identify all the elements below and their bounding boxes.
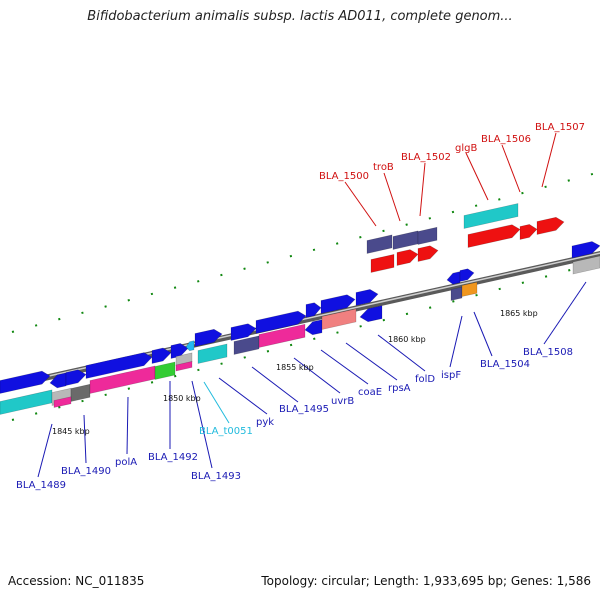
gene-arrow[interactable] [321, 308, 357, 330]
gene-label[interactable]: troB [373, 162, 394, 173]
leader-line [191, 380, 213, 469]
gene-arrow[interactable] [417, 226, 438, 245]
gene-arrow[interactable] [396, 249, 419, 266]
leader-line [501, 144, 521, 193]
gene-arrow[interactable] [194, 328, 223, 347]
leader-line [251, 366, 299, 403]
gene-arrow[interactable] [450, 286, 463, 301]
leader-line [83, 414, 87, 464]
gene-arrow[interactable] [53, 396, 72, 408]
gene-labels: BLA_1489 BLA_1490 polA BLA_1492 BLA_t005… [16, 122, 585, 491]
leader-line [293, 357, 341, 394]
gene-label[interactable]: coaE [358, 387, 382, 398]
gene-label[interactable]: uvrB [331, 396, 354, 407]
gene-arrow[interactable] [175, 361, 193, 372]
gene-arrow[interactable] [459, 268, 475, 282]
gene-arrow[interactable] [446, 271, 461, 285]
scale-labels: 1845 kbp 1850 kbp 1855 kbp 1860 kbp 1865… [52, 309, 538, 436]
leader-line [37, 423, 53, 478]
gene-arrow[interactable] [185, 340, 195, 352]
gene-arrow[interactable] [255, 310, 307, 334]
leader-line [419, 162, 426, 217]
gene-label[interactable]: BLA_1495 [279, 404, 329, 415]
gene-arrow[interactable] [392, 230, 419, 250]
leader-line [541, 132, 557, 188]
gene-arrow[interactable] [0, 370, 51, 394]
gene-arrow[interactable] [230, 323, 257, 341]
gene-arrow[interactable] [320, 294, 356, 314]
scale-label: 1845 kbp [52, 427, 90, 436]
gene-arrow[interactable] [519, 224, 538, 240]
gene-arrow[interactable] [355, 289, 379, 306]
gene-label[interactable]: BLA_1490 [61, 466, 111, 477]
gene-arrow[interactable] [359, 305, 383, 323]
leader-line [449, 315, 463, 368]
gene-features [0, 203, 600, 415]
gene-arrow[interactable] [154, 361, 176, 380]
leader-line [320, 349, 369, 385]
gene-label[interactable]: BLA_1493 [191, 471, 241, 482]
gene-arrow[interactable] [305, 302, 322, 318]
scale-label: 1865 kbp [500, 309, 538, 318]
leader-line [543, 281, 587, 345]
gene-arrow[interactable] [461, 281, 478, 297]
leader-line [377, 334, 426, 372]
gene-arrow[interactable] [258, 323, 306, 348]
gene-arrow[interactable] [233, 335, 260, 355]
gene-label[interactable]: BLA_1492 [148, 452, 198, 463]
gene-arrow[interactable] [572, 255, 600, 275]
gene-arrow[interactable] [304, 319, 323, 336]
gene-label[interactable]: BLA_1508 [523, 347, 573, 358]
gene-label[interactable]: rpsA [388, 383, 411, 394]
leader-line [344, 181, 377, 227]
gene-label[interactable]: ispF [441, 370, 461, 381]
leader-line [126, 396, 129, 455]
leader-line [218, 377, 268, 415]
leader-line [465, 152, 489, 201]
gene-label[interactable]: BLA_1500 [319, 171, 369, 182]
map-title: Bifidobacterium animalis subsp. lactis A… [87, 9, 513, 24]
gene-arrow[interactable] [65, 369, 87, 386]
gene-arrow[interactable] [70, 383, 91, 402]
genome-summary-text: Topology: circular; Length: 1,933,695 bp… [261, 574, 591, 588]
gene-arrow[interactable] [0, 389, 53, 415]
gene-arrow[interactable] [170, 343, 189, 359]
accession-text: Accession: NC_011835 [8, 574, 145, 588]
gene-label[interactable]: pyk [256, 417, 274, 428]
gene-label[interactable]: BLA_1504 [480, 359, 530, 370]
gene-label[interactable]: BLA_1489 [16, 480, 66, 491]
leader-line [345, 342, 398, 381]
leader-line [203, 381, 230, 424]
gene-label[interactable]: BLA_1507 [535, 122, 585, 133]
leader-line [473, 311, 493, 357]
gene-label[interactable]: BLA_t0051 [199, 426, 253, 437]
gene-arrow[interactable] [571, 241, 600, 259]
label-leader-lines [37, 132, 587, 478]
gene-arrow[interactable] [417, 245, 439, 262]
scale-label: 1860 kbp [388, 335, 426, 344]
gene-label[interactable]: glgB [455, 143, 477, 154]
gene-arrow[interactable] [463, 203, 519, 229]
gene-label[interactable]: folD [415, 374, 435, 385]
gene-label[interactable]: BLA_1502 [401, 152, 451, 163]
gene-arrow[interactable] [536, 216, 565, 235]
scale-label: 1855 kbp [276, 363, 314, 372]
gene-label[interactable]: polA [115, 457, 137, 468]
gene-arrow[interactable] [467, 224, 521, 248]
gene-label[interactable]: BLA_1506 [481, 134, 531, 145]
gene-arrow[interactable] [370, 254, 395, 273]
scale-label: 1850 kbp [163, 394, 201, 403]
gene-arrow[interactable] [85, 352, 153, 379]
gene-arrow[interactable] [197, 343, 228, 364]
gene-arrow[interactable] [151, 347, 172, 364]
gene-arrow[interactable] [366, 234, 393, 254]
leader-line [383, 172, 401, 222]
